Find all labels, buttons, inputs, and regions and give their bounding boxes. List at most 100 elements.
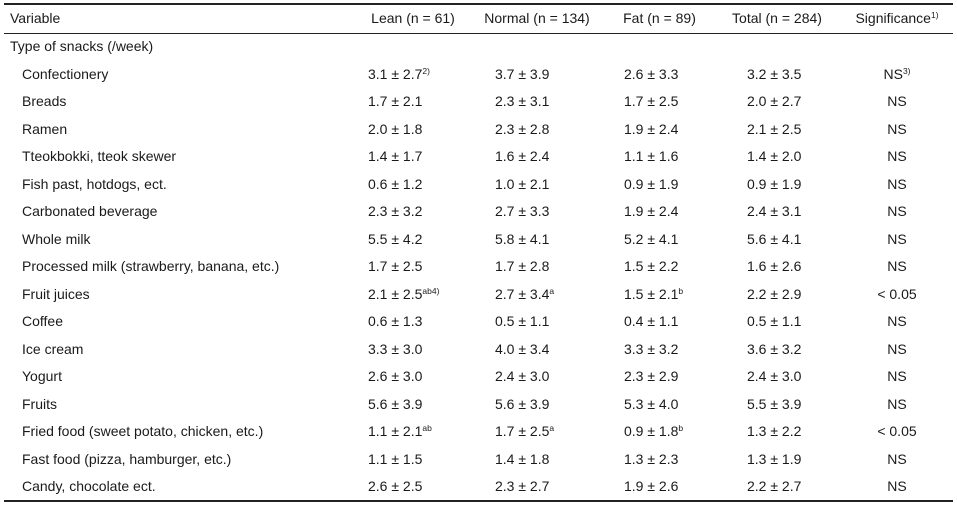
row-label: Fast food (pizza, hamburger, etc.): [22, 450, 232, 467]
lean-cell: 1.1 ± 1.5: [357, 446, 469, 474]
normal-cell: 5.8 ± 4.1: [472, 226, 602, 254]
total-cell-value: 1.6 ± 2.6: [747, 258, 802, 274]
normal-cell-value: 5.8 ± 4.1: [495, 230, 550, 247]
lean-cell-footnote: ab: [422, 423, 432, 433]
fat-cell: 2.6 ± 3.3: [607, 61, 712, 89]
table-row: Breads 1.7 ± 2.1 2.3 ± 3.1 1.7 ± 2.5 2.0 ± 2…: [4, 88, 953, 116]
row-label: Yogurt: [22, 368, 62, 384]
total-cell-value: 2.4 ± 3.0: [747, 368, 802, 384]
fat-cell-value: 1.5 ± 2.1: [624, 285, 679, 302]
significance-cell-footnote: 3): [902, 65, 911, 76]
table-row: Whole milk 5.5 ± 4.2 5.8 ± 4.1 5.2 ± 4.1 5.6…: [4, 226, 953, 254]
normal-cell: 2.7 ± 3.4a: [472, 281, 602, 309]
lean-cell: 3.1 ± 2.72): [357, 61, 469, 89]
table-row: Fast food (pizza, hamburger, etc.) 1.1 ± …: [4, 446, 953, 474]
total-cell-value: 3.6 ± 3.2: [747, 340, 802, 357]
table-row: Yogurt 2.6 ± 3.0 2.4 ± 3.0 2.3 ± 2.9 2.4 ± 3…: [4, 363, 953, 391]
fat-cell-value: 5.2 ± 4.1: [624, 230, 679, 247]
significance-cell: NS: [843, 446, 951, 474]
normal-cell: 1.4 ± 1.8: [472, 446, 602, 474]
table-row: Carbonated beverage 2.3 ± 3.2 2.7 ± 3.3 1.9…: [4, 198, 953, 226]
fat-cell-value: 2.3 ± 2.9: [624, 368, 679, 384]
fat-cell: 3.3 ± 3.2: [607, 336, 712, 364]
fat-cell-value: 3.3 ± 3.2: [624, 340, 679, 357]
significance-cell-value: NS: [887, 478, 907, 494]
fat-cell-value: 0.9 ± 1.9: [624, 175, 679, 192]
normal-cell-footnote: a: [549, 423, 555, 433]
significance-cell-value: NS: [887, 258, 907, 274]
lean-cell: 5.6 ± 3.9: [357, 391, 469, 419]
header-fat: Fat (n = 89): [623, 10, 696, 26]
row-label: Candy, chocolate ect.: [22, 478, 156, 494]
total-cell-value: 5.5 ± 3.9: [747, 395, 802, 412]
row-label: Breads: [22, 93, 67, 109]
total-cell: 0.5 ± 1.1: [717, 308, 837, 336]
lean-cell-value: 0.6 ± 1.2: [368, 175, 423, 192]
fat-cell: 5.3 ± 4.0: [607, 391, 712, 419]
significance-cell-value: NS: [883, 65, 903, 82]
header-total: Total (n = 284): [732, 10, 822, 26]
significance-cell-value: NS: [887, 175, 907, 192]
table-row: Fried food (sweet potato, chicken, etc.)…: [4, 418, 953, 446]
normal-cell: 1.7 ± 2.8: [472, 253, 602, 281]
section-row: Type of snacks (/week): [4, 33, 953, 61]
fat-cell-value: 1.1 ± 1.6: [624, 148, 679, 164]
normal-cell-value: 1.7 ± 2.8: [495, 258, 550, 274]
normal-cell: 5.6 ± 3.9: [472, 391, 602, 419]
lean-cell-value: 1.7 ± 2.5: [368, 258, 423, 274]
significance-cell-value: NS: [887, 203, 907, 219]
lean-cell: 2.3 ± 3.2: [357, 198, 469, 226]
lean-cell: 1.1 ± 2.1ab: [357, 418, 469, 446]
significance-cell: NS: [843, 226, 951, 254]
table-header-rule: [4, 32, 953, 34]
fat-cell-value: 1.7 ± 2.5: [624, 93, 679, 109]
significance-cell-value: < 0.05: [877, 285, 917, 302]
normal-cell-value: 2.4 ± 3.0: [495, 368, 550, 384]
lean-cell-value: 2.6 ± 2.5: [368, 478, 423, 494]
fat-cell: 1.7 ± 2.5: [607, 88, 712, 116]
fat-cell-value: 1.9 ± 2.4: [624, 203, 679, 219]
significance-cell-value: NS: [887, 395, 907, 412]
lean-cell: 1.7 ± 2.5: [357, 253, 469, 281]
normal-cell-value: 5.6 ± 3.9: [495, 395, 550, 412]
lean-cell-value: 1.1 ± 1.5: [368, 450, 423, 467]
header-significance-footnote: 1): [930, 10, 939, 20]
total-cell: 2.2 ± 2.7: [717, 473, 837, 501]
significance-cell-value: NS: [887, 93, 907, 109]
fat-cell-value: 2.6 ± 3.3: [624, 65, 679, 82]
lean-cell-value: 1.4 ± 1.7: [368, 148, 423, 164]
lean-cell: 1.7 ± 2.1: [357, 88, 469, 116]
table-row: Processed milk (strawberry, banana, etc.…: [4, 253, 953, 281]
significance-cell: < 0.05: [843, 281, 951, 309]
lean-cell: 0.6 ± 1.2: [357, 171, 469, 199]
total-cell: 1.3 ± 2.2: [717, 418, 837, 446]
normal-cell: 0.5 ± 1.1: [472, 308, 602, 336]
table-row: Fish past, hotdogs, ect. 0.6 ± 1.2 1.0 ± 2…: [4, 171, 953, 199]
fat-cell: 1.9 ± 2.6: [607, 473, 712, 501]
normal-cell-value: 1.4 ± 1.8: [495, 450, 550, 467]
table-row: Coffee 0.6 ± 1.3 0.5 ± 1.1 0.4 ± 1.1 0.5 ± 1…: [4, 308, 953, 336]
total-cell: 1.4 ± 2.0: [717, 143, 837, 171]
total-cell: 1.3 ± 1.9: [717, 446, 837, 474]
table-row: Fruits 5.6 ± 3.9 5.6 ± 3.9 5.3 ± 4.0 5.5 ± 3…: [4, 391, 953, 419]
lean-cell-value: 1.1 ± 2.1: [368, 423, 423, 439]
lean-cell: 1.4 ± 1.7: [357, 143, 469, 171]
normal-cell: 1.6 ± 2.4: [472, 143, 602, 171]
significance-cell-value: NS: [887, 340, 907, 357]
fat-cell: 1.9 ± 2.4: [607, 198, 712, 226]
normal-cell-value: 4.0 ± 3.4: [495, 340, 550, 357]
lean-cell: 2.1 ± 2.5ab4): [357, 281, 469, 309]
lean-cell: 0.6 ± 1.3: [357, 308, 469, 336]
significance-cell: NS: [843, 391, 951, 419]
total-cell: 5.5 ± 3.9: [717, 391, 837, 419]
normal-cell-value: 3.7 ± 3.9: [495, 65, 550, 82]
lean-cell: 2.0 ± 1.8: [357, 116, 469, 144]
total-cell-value: 2.1 ± 2.5: [747, 120, 802, 137]
significance-cell: NS: [843, 88, 951, 116]
fat-cell: 0.4 ± 1.1: [607, 308, 712, 336]
significance-cell-value: NS: [887, 450, 907, 467]
lean-cell-value: 5.5 ± 4.2: [368, 230, 423, 247]
normal-cell-value: 0.5 ± 1.1: [495, 313, 550, 329]
normal-cell-value: 2.7 ± 3.4: [495, 285, 550, 302]
normal-cell-value: 1.0 ± 2.1: [495, 175, 550, 192]
